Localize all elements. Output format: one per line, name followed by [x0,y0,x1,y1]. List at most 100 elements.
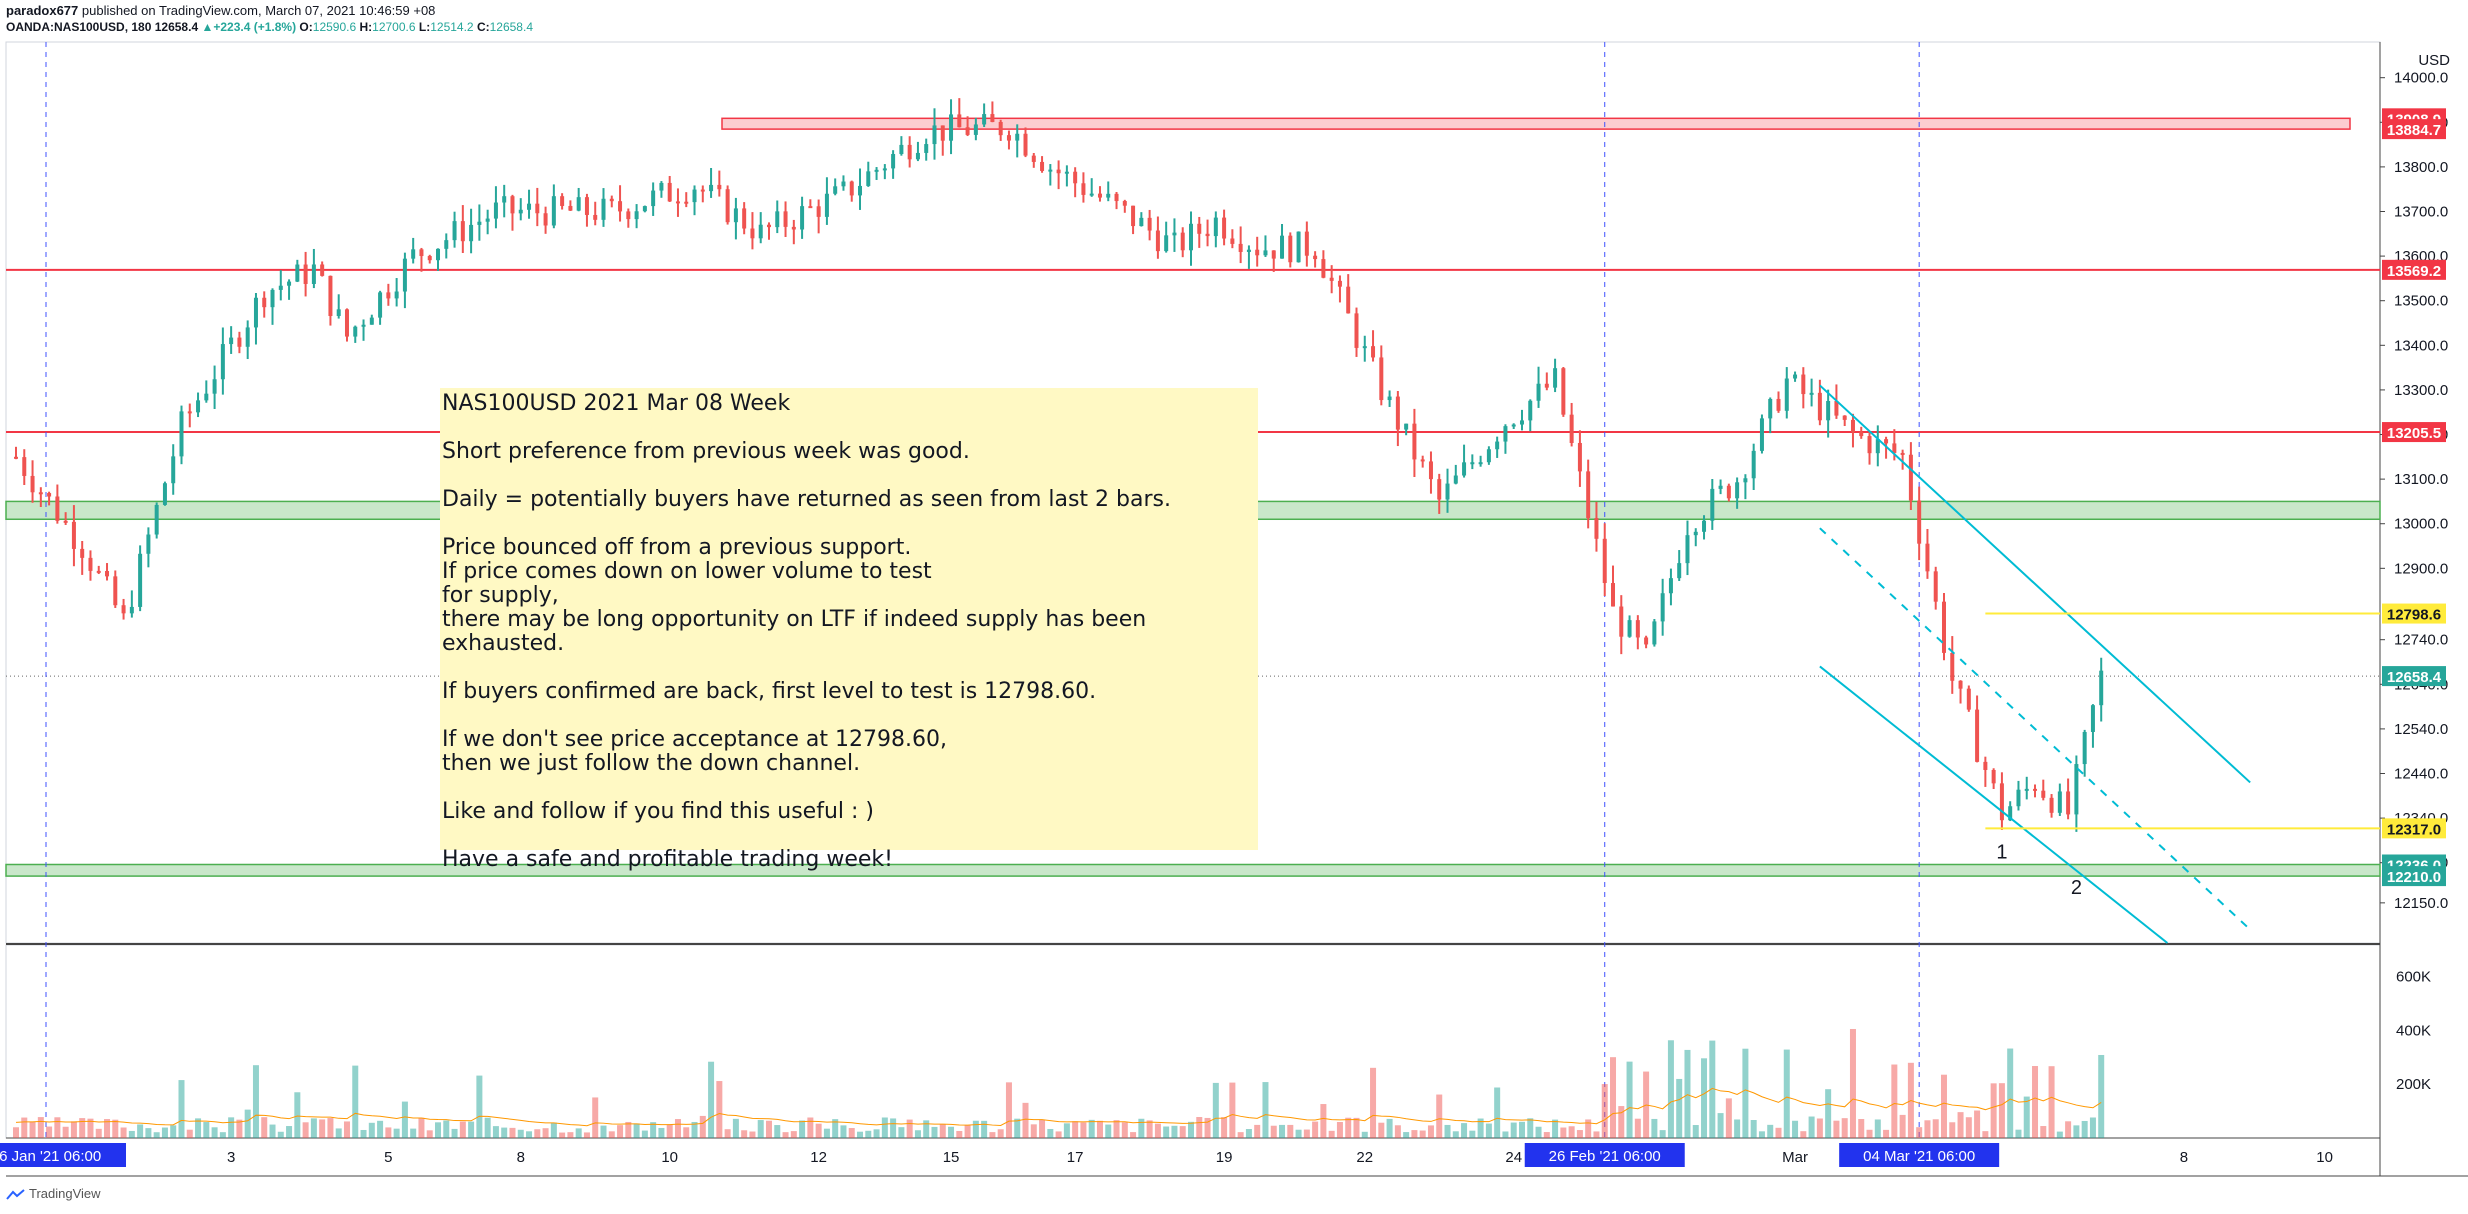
price-tag-resistance: 13884.7 [2382,119,2446,140]
candle-body [957,114,962,128]
volume-bar [1725,1098,1732,1138]
volume-bar [1560,1127,1567,1138]
candle-body [1793,374,1798,379]
candle-body [1718,485,1723,489]
candle-body [129,606,134,614]
candle-body [353,326,358,337]
volume-bar [70,1121,77,1138]
candle-body [1213,217,1218,237]
volume-bar [1585,1119,1592,1138]
candle-body [1412,423,1417,460]
analysis-note[interactable]: NAS100USD 2021 Mar 08 Week Short prefere… [440,388,1258,872]
volume-bar [319,1119,326,1138]
candle-body [800,206,805,230]
candle-body [1991,769,1996,784]
candle-body [924,144,929,153]
volume-bar [1750,1120,1757,1138]
volume-bar [807,1117,814,1138]
candle-body [253,297,258,328]
volume-bar [873,1129,880,1138]
price-tick-label: 13400.0 [2394,337,2448,354]
volume-bar [1783,1049,1790,1138]
volume-bar [1825,1089,1832,1138]
candle-body [601,198,606,220]
candle-body [1859,432,1864,437]
volume-bar [972,1120,979,1138]
candle-body [436,248,441,261]
price-tag-text: 12658.4 [2387,669,2442,686]
volume-bar [1883,1129,1890,1138]
candle-body [1478,462,1483,465]
candle-body [609,198,614,202]
date-marker-box [0,1143,126,1167]
volume-bar [1576,1130,1583,1138]
candle-body [733,208,738,223]
candle-body [1106,193,1111,198]
candle-body [1660,593,1665,622]
candle-body [2090,705,2095,732]
volume-bar [1543,1132,1550,1138]
volume-bar [550,1122,557,1138]
volume-bar [54,1117,61,1138]
price-tag-text: 12798.6 [2387,607,2441,624]
volume-bar [128,1130,135,1138]
candle-body [1445,483,1450,500]
volume-bar [62,1126,69,1138]
footer-brand[interactable]: TradingView [29,1186,101,1201]
date-marker-tag: 04 Mar '21 06:00 [1839,1143,2000,1167]
candle-body [593,214,598,220]
candle-body [775,211,780,228]
candle-body [758,224,763,239]
candle-body [1073,171,1078,184]
candle-body [1693,531,1698,536]
price-axis: 12150.012240.012340.012440.012540.012640… [2380,70,2448,912]
candle-body [1222,217,1227,239]
candle-body [1751,450,1756,479]
author-name[interactable]: paradox677 [6,3,79,18]
volume-bar [1245,1129,1252,1138]
volume-bar [1924,1120,1931,1138]
candle-body [1842,415,1847,420]
candle-body [551,196,556,226]
volume-bar [1692,1125,1699,1138]
volume-bar [161,1127,168,1138]
zone-support [5,863,2381,877]
volume-bar [1891,1064,1898,1138]
candle-body [510,196,515,214]
price-tick-label: 12440.0 [2394,766,2448,783]
volume-bar [302,1122,309,1138]
close-value: 12658.4 [489,20,533,34]
volume-bar [1427,1125,1434,1138]
candle-body [709,184,714,192]
candle-body [949,114,954,141]
volume-bar [2023,1096,2030,1138]
note-paragraph: Short preference from previous week was … [442,439,970,464]
volume-bar [600,1125,607,1138]
symbol-label[interactable]: OANDA:NAS100USD, 180 [6,20,152,34]
candle-body [1197,223,1202,234]
candle-body [336,309,341,316]
candle-body [88,557,93,571]
price-tag-text: 12210.0 [2387,869,2441,886]
volume-bar [1005,1082,1012,1138]
candle-body [1975,709,1980,762]
volume-bar [1353,1117,1360,1138]
price-tag-text: 13884.7 [2387,122,2441,139]
volume-bar [625,1121,632,1138]
volume-bar [261,1117,268,1138]
note-paragraph: Price bounced off from a previous suppor… [442,535,1147,656]
price-tick-label: 13000.0 [2394,516,2448,533]
volume-bar [666,1124,673,1138]
candle-body [642,206,647,212]
candle-body [932,125,937,145]
candle-body [1114,193,1119,202]
volume-bar [1279,1124,1286,1138]
candle-body [1255,249,1260,256]
candle-body [1528,400,1533,421]
volume-bar [1295,1129,1302,1138]
volume-bar [1485,1123,1492,1138]
candle-body [1006,135,1011,141]
candle-body [1404,423,1409,430]
candle-body [196,400,201,413]
candle-body [2049,797,2054,813]
